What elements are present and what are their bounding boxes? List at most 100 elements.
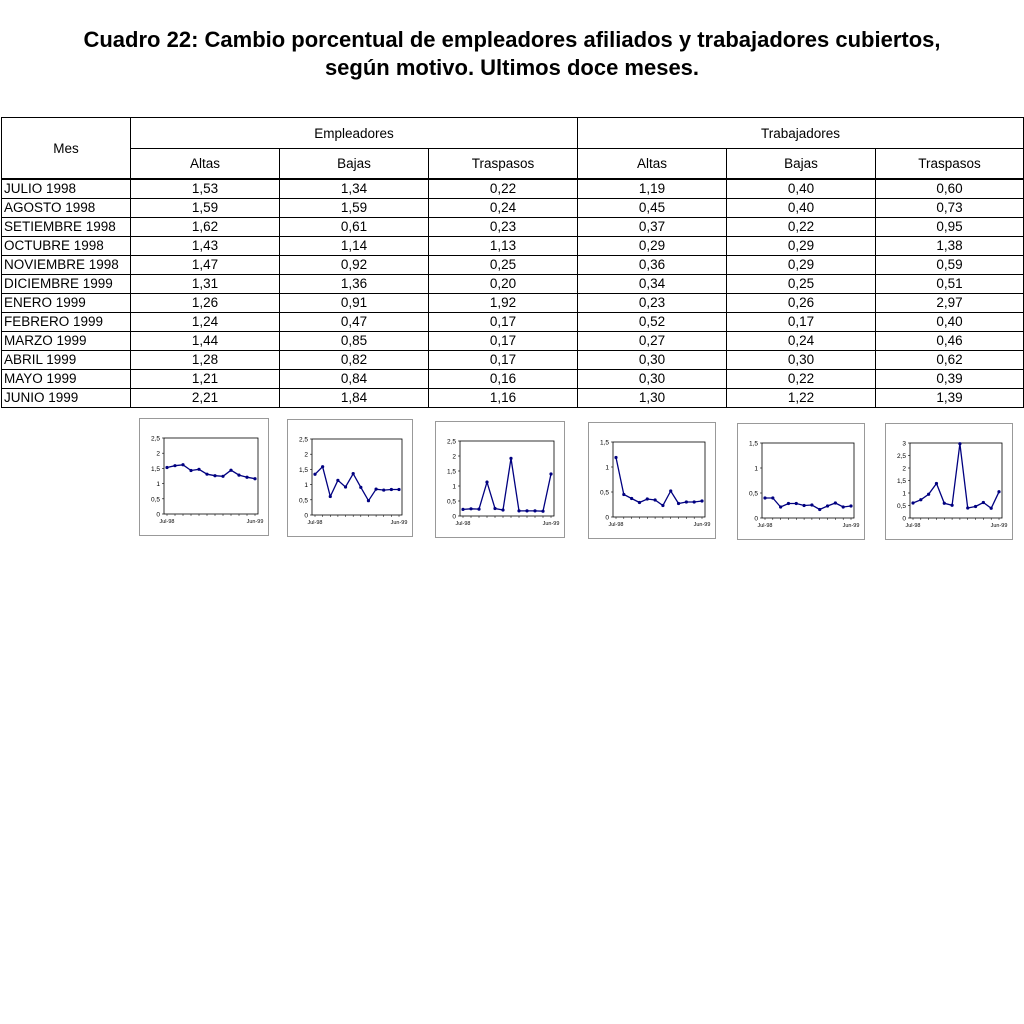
cell-mes: DICIEMBRE 1999 (1, 274, 131, 294)
cell-t-trasp: 0,59 (875, 255, 1024, 275)
chart-trabajadores-traspasos: 0 0,5 1 1,5 2 2,5 3 Jul-98 Jun-99 (885, 423, 1013, 540)
header-trabajadores: Trabajadores (577, 117, 1024, 149)
title-line-2: según motivo. Ultimos doce meses. (324, 55, 700, 80)
x-tick-label: Jul-98 (308, 520, 323, 526)
cell-e-bajas: 1,34 (279, 178, 429, 199)
plot-area (163, 437, 259, 515)
cell-t-altas: 0,30 (577, 369, 728, 389)
cell-e-trasp: 0,17 (427, 350, 579, 370)
x-tick-label: Jul-98 (609, 522, 624, 528)
data-point (958, 442, 962, 446)
data-point (911, 501, 915, 505)
y-tick-label: 0 (452, 514, 456, 521)
x-tick-label: Jul-98 (456, 521, 471, 527)
data-point (997, 490, 1001, 494)
cell-t-trasp: 1,38 (875, 236, 1024, 256)
y-tick-label: 0,5 (600, 490, 609, 497)
x-tick-label: Jun-99 (391, 520, 408, 526)
data-point (669, 489, 673, 493)
y-tick-label: 1,5 (749, 441, 758, 448)
cell-t-bajas: 0,29 (726, 236, 877, 256)
data-point (253, 477, 257, 481)
table-row: NOVIEMBRE 1998 1,47 0,92 0,25 0,36 0,29 0,59 (1, 255, 1024, 275)
y-tick-label: 0 (156, 512, 160, 519)
cell-e-altas: 1,44 (130, 331, 280, 351)
y-tick-label: 1 (452, 484, 456, 491)
data-point (966, 506, 970, 510)
header-mes: Mes (1, 117, 131, 180)
header-trab-altas: Altas (577, 148, 728, 180)
data-point (833, 501, 837, 505)
y-tick-label: 0,5 (447, 499, 456, 506)
cell-t-bajas: 0,22 (726, 217, 877, 237)
data-point (771, 496, 775, 500)
y-tick-label: 1 (754, 466, 758, 473)
data-point (700, 499, 704, 503)
cell-mes: AGOSTO 1998 (1, 198, 131, 218)
table-row: SETIEMBRE 1998 1,62 0,61 0,23 0,37 0,22 0,95 (1, 217, 1024, 237)
cell-t-trasp: 2,97 (875, 293, 1024, 313)
table-row: AGOSTO 1998 1,59 1,59 0,24 0,45 0,40 0,73 (1, 198, 1024, 218)
cell-t-trasp: 0,60 (875, 178, 1024, 199)
cell-t-altas: 0,52 (577, 312, 728, 332)
y-tick-label: 1 (304, 482, 308, 489)
cell-t-altas: 1,19 (577, 178, 728, 199)
cell-e-altas: 1,28 (130, 350, 280, 370)
chart-svg: 0 0,5 1 1,5 2 2,5 Jul-98 Jun-99 (287, 419, 413, 537)
data-point (950, 503, 954, 507)
y-tick-label: 1 (605, 465, 609, 472)
data-point (818, 507, 822, 512)
data-point (637, 500, 642, 505)
data-point (397, 487, 401, 492)
data-point (509, 456, 513, 460)
cell-mes: SETIEMBRE 1998 (1, 217, 131, 237)
cell-e-altas: 1,26 (130, 293, 280, 313)
table-row: ABRIL 1999 1,28 0,82 0,17 0,30 0,30 0,62 (1, 350, 1024, 370)
data-point (229, 468, 233, 472)
x-tick-label: Jun-99 (543, 521, 560, 527)
cell-e-bajas: 1,59 (279, 198, 429, 218)
data-point (477, 507, 481, 511)
data-point (934, 481, 939, 486)
data-point (614, 455, 618, 460)
data-point (653, 498, 657, 502)
chart-empleadores-altas: 0 0,5 1 1,5 2 2,5 Jul-98 Jun-99 (139, 418, 269, 536)
cell-e-altas: 1,24 (130, 312, 280, 332)
cell-e-bajas: 0,47 (279, 312, 429, 332)
cell-mes: ABRIL 1999 (1, 350, 131, 370)
data-point (493, 506, 497, 511)
y-tick-label: 0,5 (299, 497, 308, 504)
y-tick-label: 2,5 (447, 439, 456, 446)
cell-t-altas: 0,23 (577, 293, 728, 313)
plot-area (761, 442, 855, 519)
table-row: OCTUBRE 1998 1,43 1,14 1,13 0,29 0,29 1,38 (1, 236, 1024, 256)
cell-e-trasp: 0,20 (427, 274, 579, 294)
cell-t-bajas: 0,40 (726, 178, 877, 199)
y-tick-label: 2 (156, 451, 160, 458)
x-tick-label: Jun-99 (843, 523, 860, 529)
data-point (786, 501, 791, 506)
cell-e-bajas: 0,92 (279, 255, 429, 275)
data-point (469, 507, 473, 511)
cell-t-altas: 0,45 (577, 198, 728, 218)
data-point (181, 463, 185, 467)
cell-e-altas: 1,43 (130, 236, 280, 256)
chart-empleadores-bajas: 0 0,5 1 1,5 2 2,5 Jul-98 Jun-99 (287, 419, 413, 537)
data-point (927, 492, 931, 496)
data-point (661, 503, 665, 508)
cell-t-trasp: 0,46 (875, 331, 1024, 351)
cell-e-trasp: 0,17 (427, 331, 579, 351)
cell-e-trasp: 0,25 (427, 255, 579, 275)
cell-mes: JULIO 1998 (1, 178, 131, 199)
y-tick-label: 2 (902, 466, 906, 473)
plot-area (311, 438, 403, 516)
cell-mes: MARZO 1999 (1, 331, 131, 351)
cell-t-altas: 1,30 (577, 388, 728, 408)
cell-t-bajas: 0,17 (726, 312, 877, 332)
cell-mes: OCTUBRE 1998 (1, 236, 131, 256)
cell-e-bajas: 1,36 (279, 274, 429, 294)
table-row: ENERO 1999 1,26 0,91 1,92 0,23 0,26 2,97 (1, 293, 1024, 313)
chart-svg: 0 0,5 1 1,5 2 2,5 Jul-98 Jun-99 (435, 421, 565, 538)
cell-t-trasp: 0,62 (875, 350, 1024, 370)
data-point (645, 497, 649, 501)
